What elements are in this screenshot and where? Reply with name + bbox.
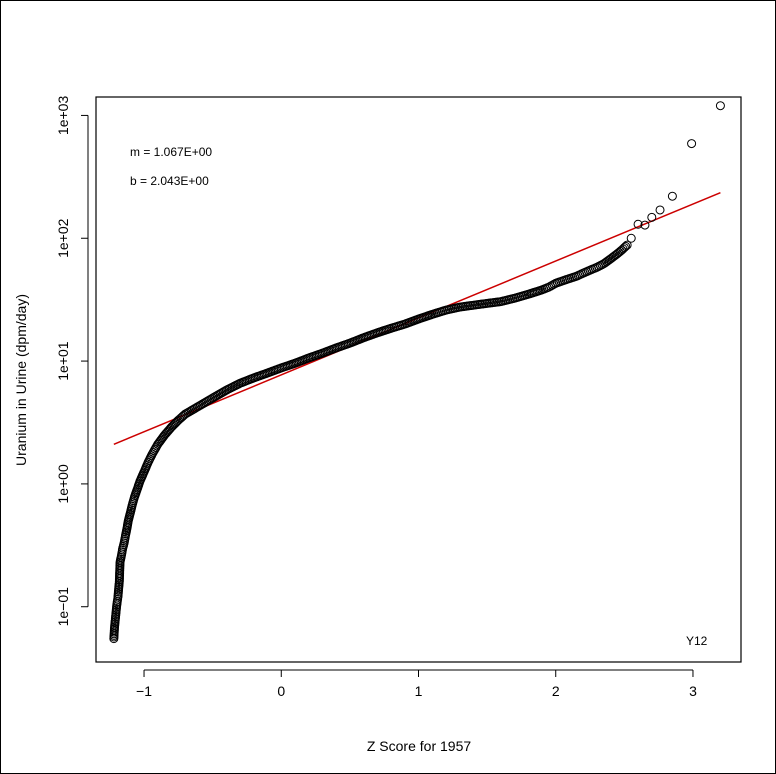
data-point bbox=[655, 205, 665, 215]
data-point bbox=[647, 212, 657, 222]
x-axis: −1 0 1 2 3 bbox=[136, 669, 697, 699]
data-point bbox=[621, 241, 631, 251]
data-point bbox=[715, 101, 725, 111]
data-point bbox=[626, 233, 636, 243]
x-tick-label: 3 bbox=[689, 683, 697, 699]
data-point bbox=[619, 243, 629, 253]
x-tick-label: 1 bbox=[415, 683, 423, 699]
data-point bbox=[667, 191, 677, 201]
data-point bbox=[166, 422, 176, 432]
y-tick-label: 1e−01 bbox=[55, 587, 71, 627]
data-point bbox=[640, 220, 650, 230]
y-axis: 1e−01 1e+00 1e+01 1e+02 1e+03 bbox=[55, 96, 89, 627]
data-point bbox=[169, 420, 179, 430]
intercept-annotation: b = 2.043E+00 bbox=[130, 174, 209, 188]
y-tick-label: 1e+00 bbox=[55, 464, 71, 504]
y-tick-label: 1e+01 bbox=[55, 341, 71, 381]
site-annotation: Y12 bbox=[686, 634, 708, 648]
data-point bbox=[622, 240, 632, 250]
y-tick-label: 1e+02 bbox=[55, 218, 71, 258]
x-tick-label: 2 bbox=[552, 683, 560, 699]
data-points-layer bbox=[109, 101, 725, 644]
data-point bbox=[687, 139, 697, 149]
y-tick-label: 1e+03 bbox=[55, 96, 71, 136]
data-point bbox=[170, 419, 180, 429]
data-point bbox=[633, 219, 643, 229]
x-axis-label: Z Score for 1957 bbox=[367, 738, 471, 754]
x-tick-label: −1 bbox=[136, 683, 152, 699]
slope-annotation: m = 1.067E+00 bbox=[130, 145, 212, 159]
plot-area-border bbox=[95, 96, 742, 663]
x-tick-label: 0 bbox=[277, 683, 285, 699]
data-point bbox=[168, 421, 178, 431]
y-axis-label: Uranium in Urine (dpm/day) bbox=[13, 294, 29, 466]
